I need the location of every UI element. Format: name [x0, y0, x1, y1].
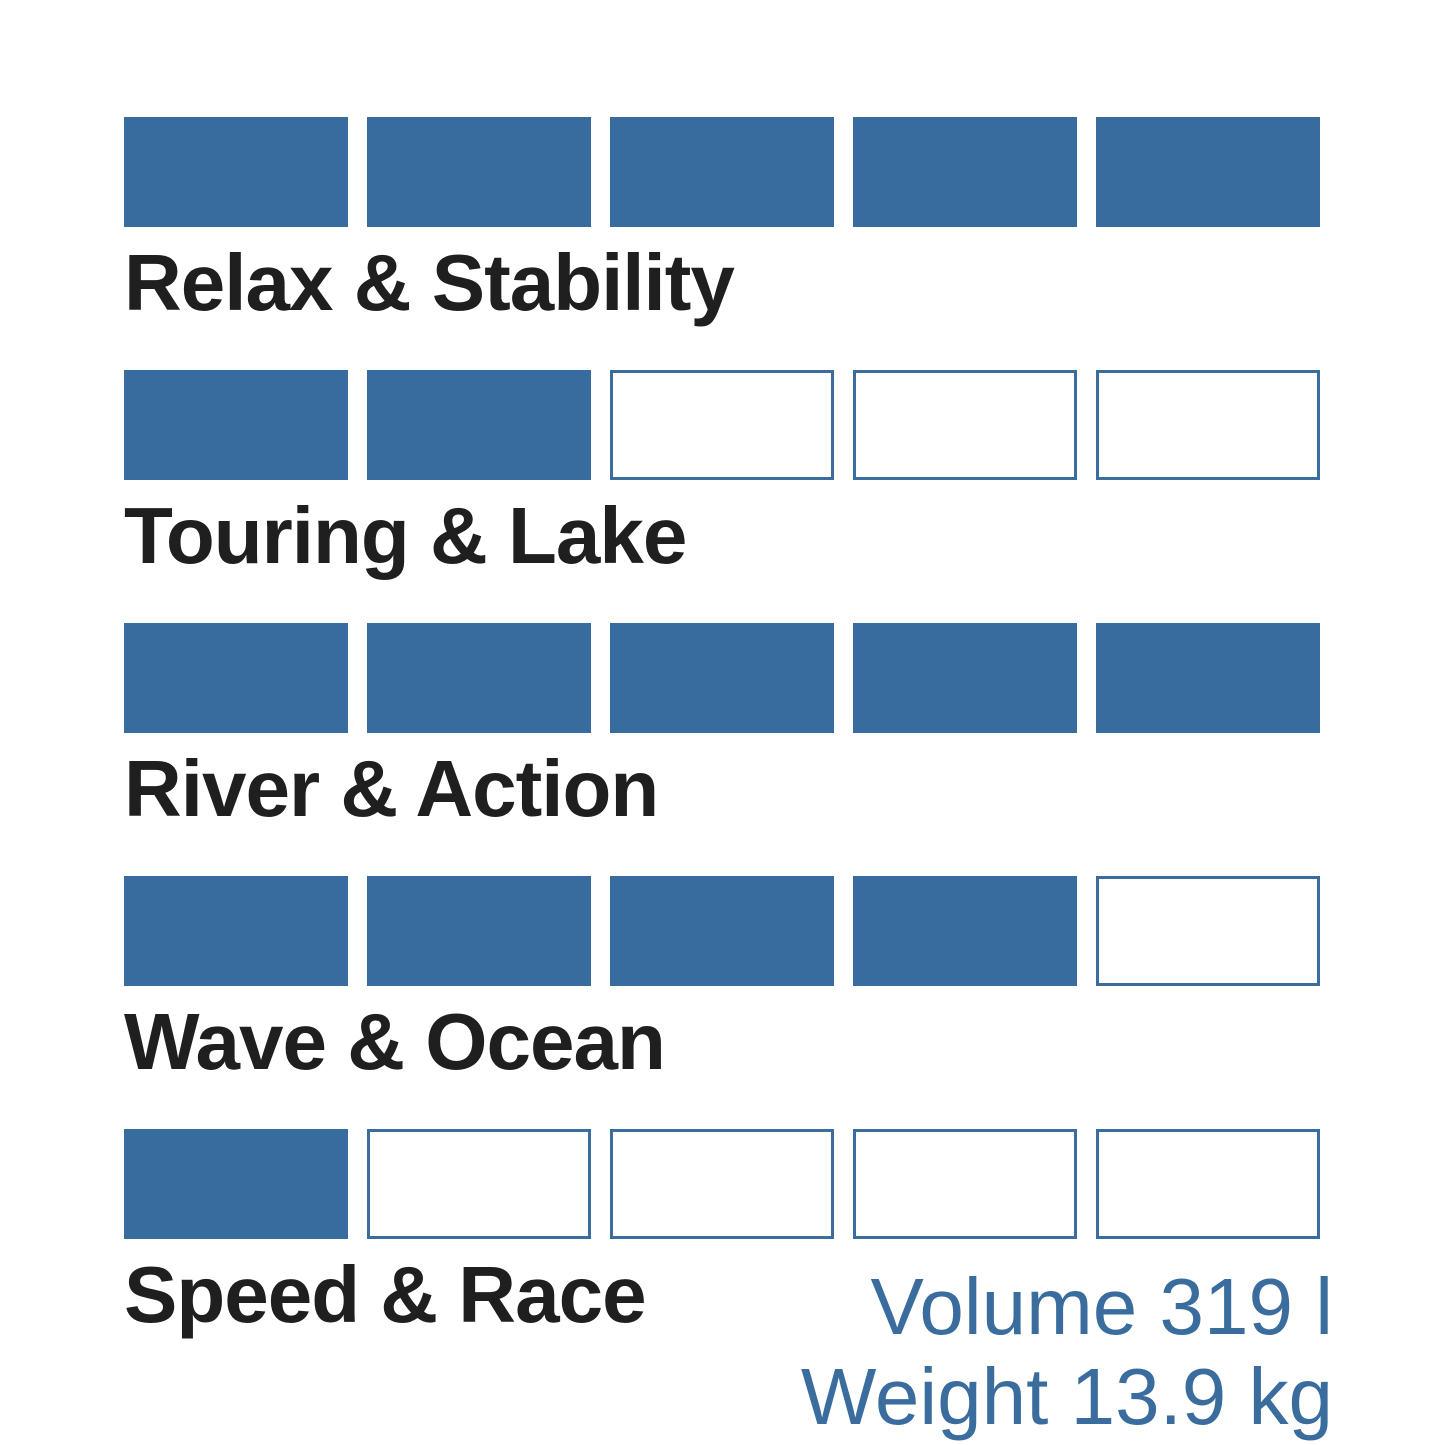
volume-value: Volume 319 l [870, 1262, 1333, 1351]
rating-chart: Relax & Stability Touring & Lake River & A… [124, 117, 1320, 1382]
rating-boxes [124, 370, 1320, 480]
rating-cell-filled [124, 370, 348, 480]
rating-cell-empty [610, 370, 834, 480]
rating-row: River & Action [124, 623, 1320, 876]
rating-boxes [124, 876, 1320, 986]
rating-cell-filled [124, 1129, 348, 1239]
rating-cell-filled [853, 117, 1077, 227]
spec-text-block: Volume 319 l Weight 13.9 kg [801, 1262, 1333, 1442]
rating-cell-empty [610, 1129, 834, 1239]
rating-cell-empty [1096, 1129, 1320, 1239]
rating-label: River & Action [124, 744, 659, 833]
rating-cell-empty [1096, 370, 1320, 480]
rating-cell-filled [853, 623, 1077, 733]
rating-cell-filled [1096, 117, 1320, 227]
rating-cell-empty [1096, 876, 1320, 986]
rating-boxes [124, 623, 1320, 733]
rating-cell-empty [367, 1129, 591, 1239]
rating-cell-filled [853, 876, 1077, 986]
rating-cell-filled [367, 876, 591, 986]
rating-cell-filled [367, 370, 591, 480]
rating-label: Speed & Race [124, 1250, 647, 1339]
rating-cell-filled [610, 876, 834, 986]
rating-cell-filled [124, 876, 348, 986]
rating-label: Touring & Lake [124, 491, 687, 580]
rating-cell-filled [610, 117, 834, 227]
rating-row: Speed & Race [124, 1129, 1320, 1382]
rating-boxes [124, 117, 1320, 227]
rating-row: Wave & Ocean [124, 876, 1320, 1129]
rating-row: Relax & Stability [124, 117, 1320, 370]
rating-cell-filled [367, 117, 591, 227]
rating-boxes [124, 1129, 1320, 1239]
rating-cell-empty [853, 1129, 1077, 1239]
rating-cell-filled [367, 623, 591, 733]
rating-label: Wave & Ocean [124, 997, 666, 1086]
weight-value: Weight 13.9 kg [800, 1352, 1333, 1441]
rating-cell-filled [1096, 623, 1320, 733]
rating-cell-filled [124, 117, 348, 227]
rating-row: Touring & Lake [124, 370, 1320, 623]
rating-cell-empty [853, 370, 1077, 480]
rating-label: Relax & Stability [124, 238, 735, 327]
rating-cell-filled [610, 623, 834, 733]
rating-cell-filled [124, 623, 348, 733]
